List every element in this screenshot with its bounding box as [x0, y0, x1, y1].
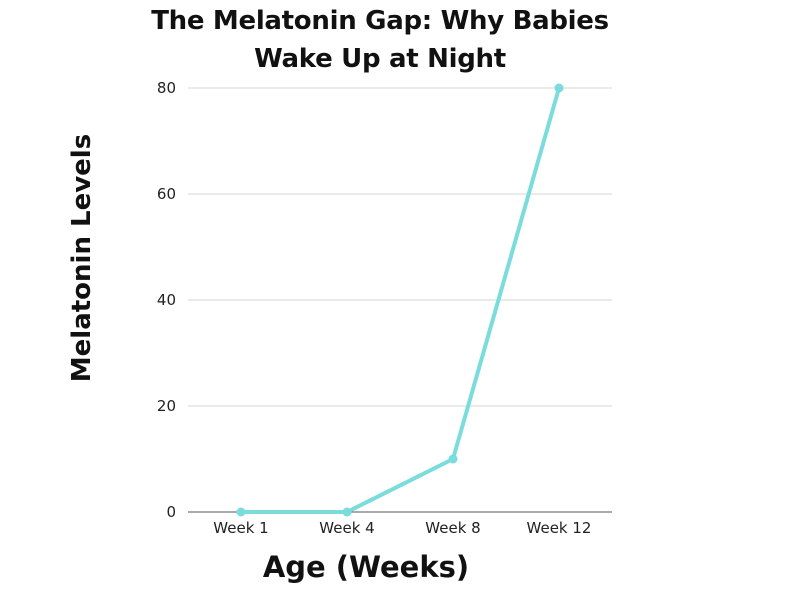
- x-axis-ticks: Week 1 Week 4 Week 8 Week 12: [213, 519, 591, 537]
- y-tick-label: 40: [157, 291, 176, 309]
- chart-title-line-1: The Melatonin Gap: Why Babies: [151, 6, 609, 36]
- data-point: [342, 507, 352, 517]
- y-axis-ticks: 0 20 40 60 80: [157, 79, 176, 521]
- data-series: [236, 83, 564, 517]
- data-point: [236, 507, 246, 517]
- y-tick-label: 60: [157, 185, 176, 203]
- series-line: [239, 86, 561, 514]
- chart-title: The Melatonin Gap: Why Babies Wake Up at…: [0, 2, 760, 78]
- chart-title-line-2: Wake Up at Night: [254, 44, 506, 74]
- y-tick-label: 20: [157, 397, 176, 415]
- x-tick-label: Week 1: [213, 519, 268, 537]
- x-axis-label: Age (Weeks): [262, 550, 470, 584]
- y-tick-label: 0: [166, 503, 176, 521]
- data-point: [448, 454, 458, 464]
- x-tick-label: Week 4: [319, 519, 374, 537]
- data-point: [554, 83, 564, 93]
- x-tick-label: Week 12: [527, 519, 592, 537]
- gridlines: [188, 87, 612, 513]
- x-tick-label: Week 8: [425, 519, 480, 537]
- y-tick-label: 80: [157, 79, 176, 97]
